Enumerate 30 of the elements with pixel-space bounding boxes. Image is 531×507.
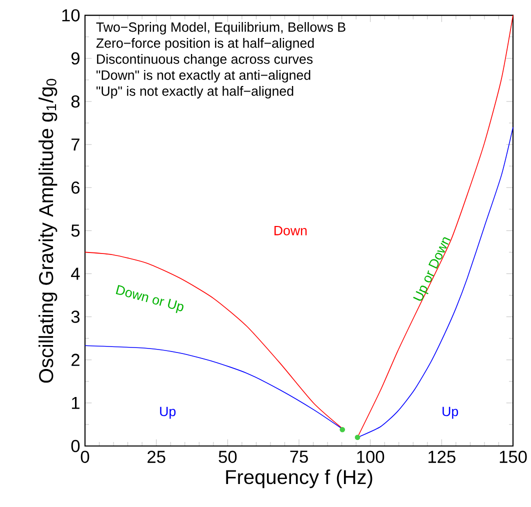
y-tick-label: 0 — [71, 440, 80, 452]
x-tick-label: 150 — [500, 450, 527, 463]
annotation: Down or Up — [116, 284, 184, 314]
y-tick-label: 8 — [71, 95, 80, 108]
annotation: Down — [274, 226, 307, 236]
annotation: Up — [160, 406, 176, 419]
y-tick-label: 9 — [71, 52, 80, 65]
x-tick-label: 0 — [80, 450, 90, 463]
annotation: Zero−force position is at half−aligned — [96, 38, 314, 50]
x-tick-label: 75 — [290, 450, 308, 463]
annotation: "Down" is not exactly at anti−aligned — [96, 70, 310, 82]
y-tick-label: 7 — [72, 138, 80, 150]
x-tick-label: 100 — [357, 450, 384, 463]
annotation: Discontinuous change across curves — [97, 54, 313, 66]
x-axis-title: Frequency f (Hz) — [226, 469, 372, 488]
annotation: Two−Spring Model, Equilibrium, Bellows B — [96, 22, 346, 34]
y-tick-label: 10 — [62, 9, 80, 22]
annotation: Up or Down — [413, 237, 450, 301]
annotation: Up — [442, 406, 458, 419]
x-tick-label: 125 — [428, 450, 456, 463]
y-tick-label: 1 — [72, 396, 80, 409]
y-tick-label: 5 — [71, 224, 80, 237]
x-tick-label: 25 — [148, 450, 166, 463]
y-tick-label: 4 — [71, 268, 80, 280]
y-axis-title: Oscillating Gravity Amplitude g$_{1}$/g$_{0}$ — [38, 78, 58, 383]
x-tick-label: 50 — [218, 450, 237, 463]
y-tick-label: 3 — [71, 310, 80, 323]
y-tick-label: 2 — [72, 354, 80, 366]
y-tick-label: 6 — [72, 181, 80, 194]
annotation: "Up" is not exactly at half−aligned — [96, 86, 294, 98]
